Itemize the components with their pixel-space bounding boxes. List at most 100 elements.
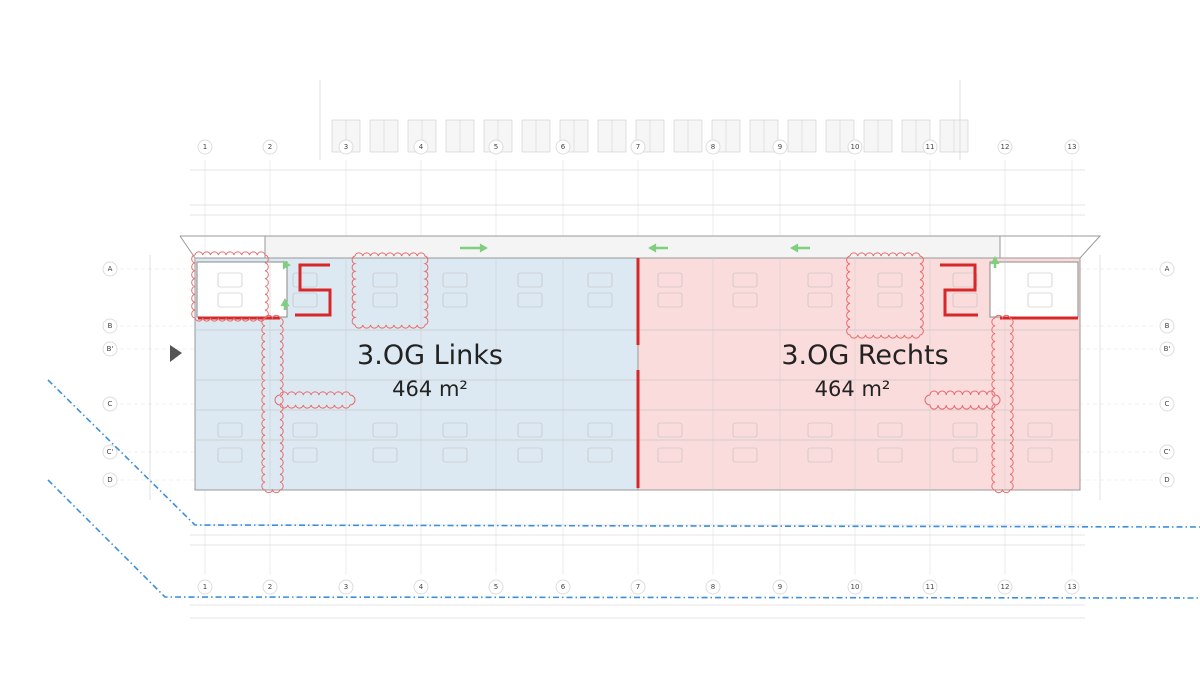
grid-label-column: 3: [344, 143, 348, 151]
desk: [1027, 272, 1053, 288]
desk: [732, 292, 758, 308]
grid-bubble: [1159, 472, 1175, 488]
desk: [217, 272, 243, 288]
zone-label-left: 3.OG Links 464 m²: [357, 340, 503, 401]
grid-label-column: 2: [268, 143, 272, 151]
grid-label-column: 5: [494, 583, 498, 591]
grid-bubble: [1064, 139, 1080, 155]
grid-bubble: [338, 139, 354, 155]
desk: [587, 272, 613, 288]
desk: [517, 422, 543, 438]
revision-cloud: [191, 251, 269, 322]
grid-bubble: [1159, 341, 1175, 357]
zone-name: 3.OG Rechts: [781, 340, 949, 371]
grid-bubble: [1064, 579, 1080, 595]
grid-label-column: 2: [268, 583, 272, 591]
grid-label-column: 9: [778, 143, 782, 151]
grid-label-column: 1: [203, 583, 207, 591]
desk: [877, 447, 903, 463]
stair-core-right: [989, 261, 1079, 318]
grid-bubble: [262, 139, 278, 155]
grid-label-column: 7: [636, 143, 640, 151]
desk: [877, 292, 903, 308]
zone-label-right: 3.OG Rechts 464 m²: [781, 340, 948, 401]
desk: [442, 292, 468, 308]
desk: [292, 292, 318, 308]
grid-bubble: [1159, 444, 1175, 460]
grid-bubble: [705, 139, 721, 155]
grid-label-column: 4: [419, 583, 424, 591]
escape-route-arrow-icon: [648, 243, 657, 253]
grid-label-row: D: [1164, 476, 1169, 484]
grid-bubble: [262, 579, 278, 595]
escape-route-arrow-icon: [282, 260, 291, 270]
desk: [952, 422, 978, 438]
desk: [657, 447, 683, 463]
desk: [217, 447, 243, 463]
escape-route-arrow-icon: [479, 243, 488, 253]
grid-label-row: C': [107, 448, 114, 456]
grid-label-column: 7: [636, 583, 640, 591]
desk: [807, 422, 833, 438]
grid-bubble: [102, 396, 118, 412]
grid-bubble: [847, 579, 863, 595]
desk: [952, 447, 978, 463]
grid-bubble: [630, 139, 646, 155]
revision-cloud: [991, 314, 1014, 494]
desk: [587, 292, 613, 308]
grid-bubble: [102, 261, 118, 277]
zone-area: 464 m²: [814, 377, 891, 401]
grid-label-column: 6: [561, 143, 566, 151]
escape-route-arrows: [280, 243, 1000, 310]
grid-label-column: 11: [926, 583, 935, 591]
grid-bubble: [413, 579, 429, 595]
grid-bubble: [997, 579, 1013, 595]
grid-bubble: [555, 139, 571, 155]
revision-cloud: [274, 391, 356, 409]
desk: [517, 292, 543, 308]
grid-bubble: [630, 579, 646, 595]
grid-label-row: A: [108, 265, 113, 273]
grid-bubble: [922, 139, 938, 155]
escape-route-arrow-icon: [990, 256, 1000, 265]
desk: [952, 272, 978, 288]
grid-label-row: C': [1164, 448, 1171, 456]
grid-bubble: [488, 579, 504, 595]
grid-label-row: B: [1165, 322, 1170, 330]
desk: [442, 447, 468, 463]
grid-label-column: 8: [711, 583, 715, 591]
desk: [587, 447, 613, 463]
desk: [1027, 422, 1053, 438]
desk: [587, 422, 613, 438]
grid-bubble: [102, 341, 118, 357]
grid-label-row: C: [108, 400, 113, 408]
desk: [732, 272, 758, 288]
desk: [807, 292, 833, 308]
grid-label-column: 12: [1001, 583, 1010, 591]
revision-cloud: [846, 252, 924, 339]
grid-label-column: 10: [851, 143, 860, 151]
grid-label-column: 6: [561, 583, 566, 591]
revision-clouds: [191, 251, 1014, 494]
grid-label-column: 12: [1001, 143, 1010, 151]
corner-left: [179, 235, 265, 259]
grid-bubble: [197, 139, 213, 155]
desk: [292, 447, 318, 463]
desk: [1027, 447, 1053, 463]
desk: [372, 272, 398, 288]
desk: [372, 422, 398, 438]
desk: [877, 272, 903, 288]
grid-bubble: [997, 139, 1013, 155]
zone-name: 3.OG Links: [357, 340, 503, 371]
desk: [952, 292, 978, 308]
grid-label-column: 1: [203, 143, 207, 151]
desk: [517, 272, 543, 288]
grid-bubble: [772, 139, 788, 155]
grid-label-row: D: [107, 476, 112, 484]
desk: [1027, 292, 1053, 308]
grid-bubble: [413, 139, 429, 155]
grid-label-column: 10: [851, 583, 860, 591]
grid-bubble: [1159, 396, 1175, 412]
desk: [657, 292, 683, 308]
stair-core-left: [196, 261, 288, 318]
